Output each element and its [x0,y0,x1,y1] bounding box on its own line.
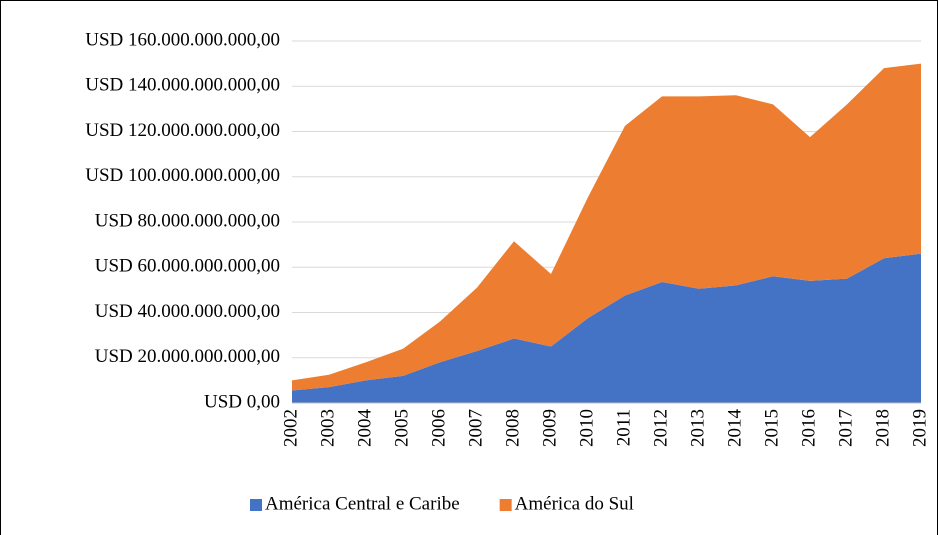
legend-label: América Central e Caribe [265,493,460,514]
x-tick-label: 2011 [613,409,634,446]
y-tick-label: USD 140.000.000.000,00 [85,75,280,96]
y-tick-label: USD 160.000.000.000,00 [85,29,280,50]
x-tick-label: 2013 [687,409,708,447]
y-tick-label: USD 80.000.000.000,00 [95,210,280,231]
x-tick-label: 2005 [391,409,412,447]
x-tick-label: 2012 [650,409,671,447]
legend-swatch [250,499,262,511]
y-tick-label: USD 0,00 [204,391,280,412]
y-tick-label: USD 20.000.000.000,00 [95,346,280,367]
x-tick-label: 2006 [428,409,449,447]
x-tick-label: 2009 [539,409,560,447]
y-tick-label: USD 60.000.000.000,00 [95,256,280,277]
area [292,63,921,391]
x-tick-label: 2014 [724,409,745,448]
x-tick-label: 2016 [798,409,819,447]
y-tick-label: USD 120.000.000.000,00 [85,120,280,141]
area [292,253,921,403]
x-tick-label: 2017 [835,409,856,447]
x-tick-label: 2010 [576,409,597,447]
x-tick-label: 2008 [502,409,523,447]
x-tick-label: 2019 [909,409,930,447]
y-tick-label: USD 40.000.000.000,00 [95,301,280,322]
y-tick-label: USD 100.000.000.000,00 [85,165,280,186]
legend: América Central e Caribe América do Sul [250,493,634,514]
legend-swatch [499,499,512,511]
legend-label: América do Sul [515,493,634,514]
x-tick-label: 2015 [761,409,782,447]
x-tick-label: 2018 [872,409,893,447]
x-tick-label: 2004 [354,409,375,448]
x-tick-label: 2002 [280,409,301,447]
x-tick-label: 2007 [465,409,486,447]
x-tick-label: 2003 [317,409,338,447]
